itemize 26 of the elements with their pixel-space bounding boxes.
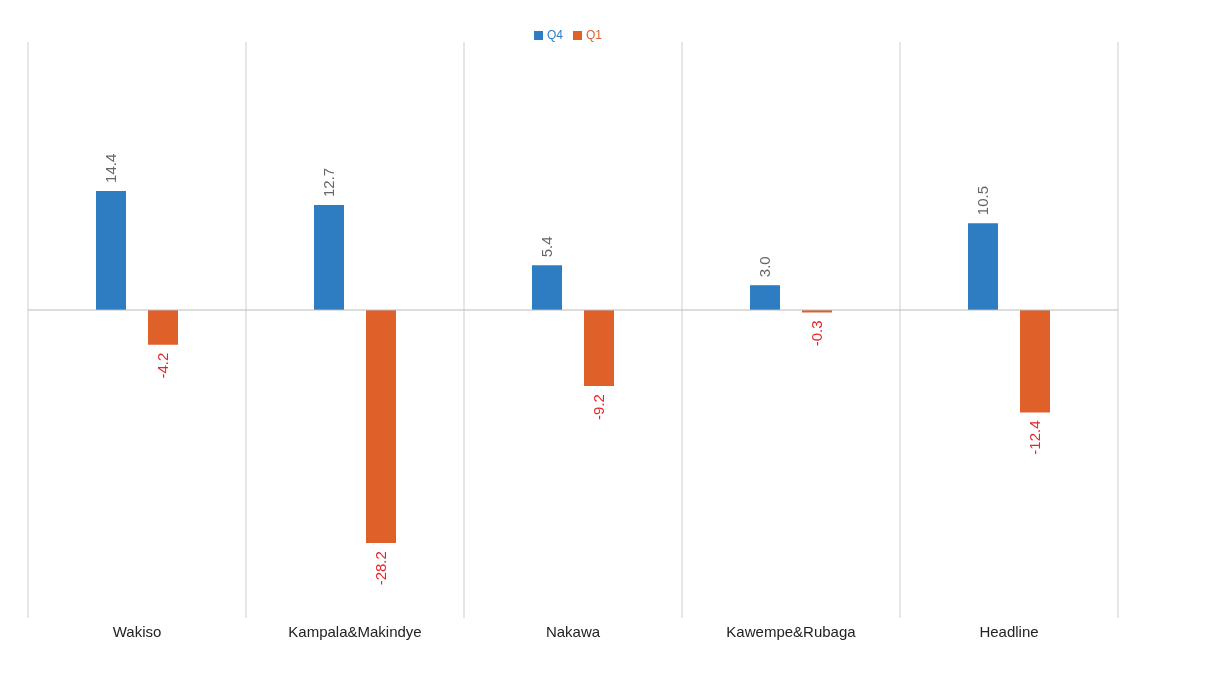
data-label: 14.4 bbox=[102, 153, 120, 183]
legend-label: Q4 bbox=[546, 28, 563, 42]
x-tick-label: Kampala&Makindye bbox=[288, 622, 422, 640]
data-label: 5.4 bbox=[538, 236, 556, 258]
data-label: 12.7 bbox=[320, 167, 338, 198]
data-label: 3.0 bbox=[756, 256, 774, 278]
bar bbox=[366, 310, 396, 544]
x-tick-label: Headline bbox=[979, 622, 1039, 640]
data-label: -0.3 bbox=[808, 320, 826, 347]
bar bbox=[96, 190, 126, 310]
bar bbox=[314, 205, 344, 310]
legend-label: Q1 bbox=[586, 28, 603, 42]
data-label: -9.2 bbox=[590, 394, 608, 420]
bar bbox=[532, 265, 562, 310]
bar bbox=[148, 310, 178, 345]
bar bbox=[584, 310, 614, 387]
data-label: 10.5 bbox=[974, 186, 992, 216]
x-tick-label: Wakiso bbox=[112, 622, 162, 640]
data-label: -4.2 bbox=[154, 352, 172, 379]
bar bbox=[750, 285, 780, 310]
bar bbox=[1020, 310, 1050, 413]
x-tick-label: Nakawa bbox=[545, 622, 601, 640]
data-label: -12.4 bbox=[1026, 420, 1044, 455]
data-label: -28.2 bbox=[372, 551, 390, 586]
x-tick-label: Kawempe&Rubaga bbox=[726, 622, 857, 640]
bar bbox=[968, 223, 998, 310]
